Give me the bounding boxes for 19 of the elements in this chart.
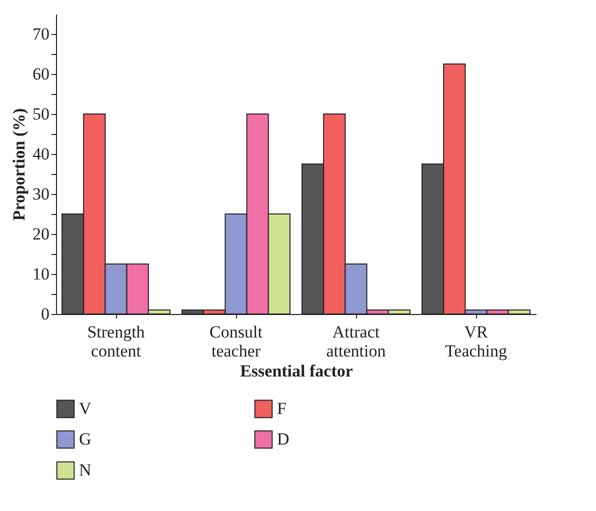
x-tick-label: VR Teaching (444, 322, 508, 360)
x-tick-label: Strength content (87, 322, 146, 360)
x-tick-label: Attract attention (326, 322, 386, 360)
legend-label: G (79, 430, 92, 448)
y-tick-label: 20 (32, 224, 50, 244)
legend-label: F (277, 398, 286, 418)
legend-label: N (79, 460, 92, 480)
y-tick-label: 10 (32, 264, 50, 284)
legend-label: D (277, 430, 290, 448)
x-tick-label: Consult teacher (210, 322, 263, 360)
legend-label: V (79, 398, 92, 418)
y-axis-title: Proportion (%) (10, 108, 28, 221)
y-tick-label: 0 (41, 304, 50, 324)
y-tick-label: 40 (32, 144, 50, 164)
x-axis-title: Essential factor (240, 362, 354, 380)
y-tick-label: 30 (32, 184, 50, 204)
y-tick-label: 70 (32, 24, 50, 44)
y-tick-label: 50 (32, 104, 50, 124)
y-tick-label: 60 (32, 64, 50, 84)
